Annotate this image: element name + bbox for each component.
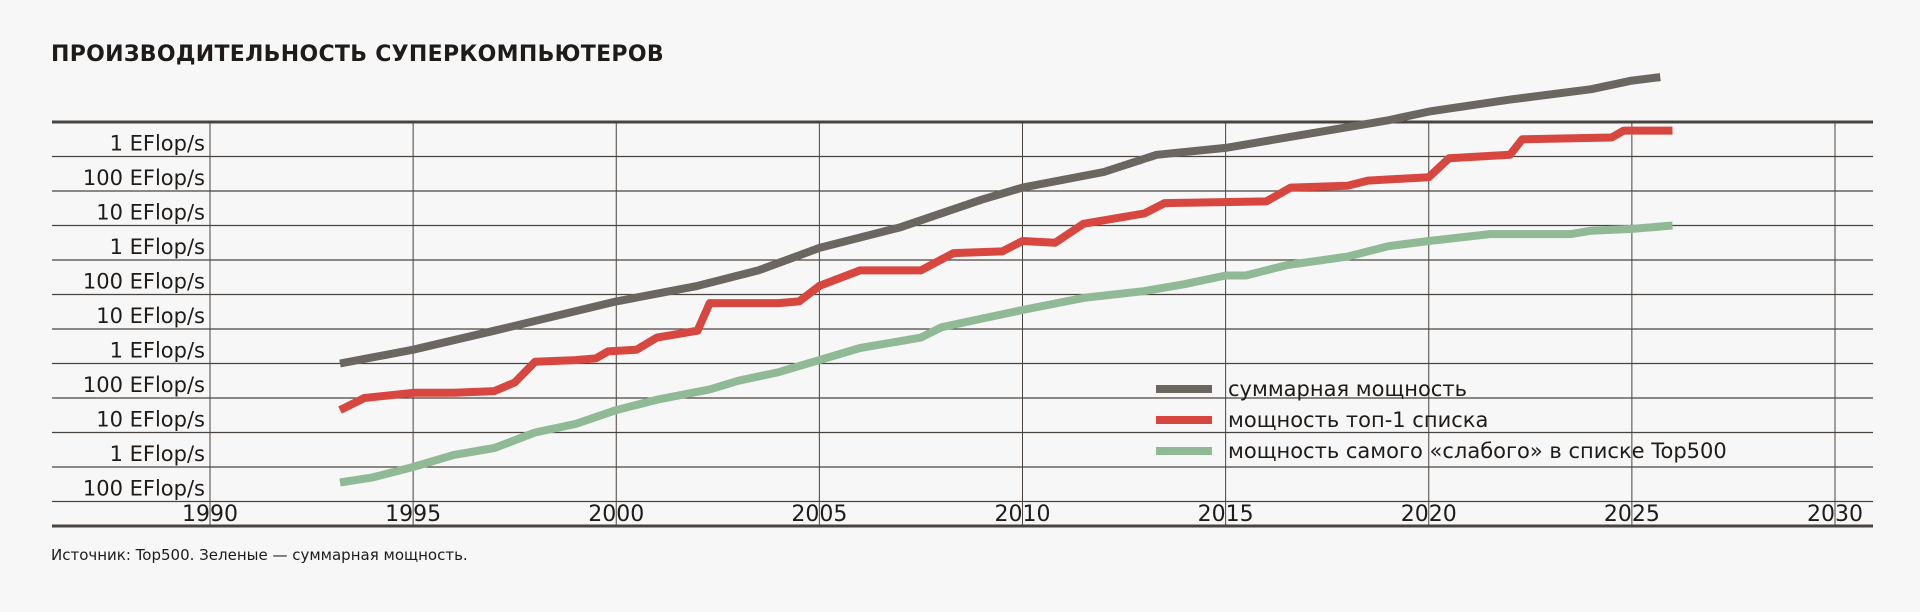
- x-tick-label: 2015: [1198, 502, 1254, 527]
- y-tick-label: 100 EFlop/s: [83, 270, 205, 294]
- y-tick-label: 100 EFlop/s: [83, 166, 205, 190]
- legend-label-last: мощность самого «слабого» в списке Top50…: [1228, 439, 1727, 463]
- y-tick-label: 1 EFlop/s: [110, 235, 205, 259]
- y-tick-label: 1 EFlop/s: [110, 442, 205, 466]
- y-tick-label: 1 EFlop/s: [110, 339, 205, 363]
- y-tick-label: 10 EFlop/s: [96, 201, 205, 225]
- series-line-last: [339, 221, 1673, 487]
- x-tick-label: 2020: [1401, 502, 1457, 527]
- series-line-total: [339, 73, 1661, 368]
- legend-label-total: суммарная мощность: [1228, 377, 1467, 401]
- y-tick-label: 10 EFlop/s: [96, 408, 205, 432]
- legend-label-top1: мощность топ-1 списка: [1228, 408, 1488, 432]
- series-lines: [338, 73, 1673, 487]
- y-tick-labels: 1 EFlop/s 100 EFlop/s 10 EFlop/s 1 EFlop/s 1…: [83, 132, 205, 501]
- x-tick-label: 2030: [1807, 502, 1863, 527]
- y-tick-label: 1 EFlop/s: [110, 132, 205, 156]
- x-tick-label: 2000: [588, 502, 644, 527]
- source-note: Источник: Top500. Зеленые — суммарная мо…: [51, 546, 468, 564]
- y-tick-label: 100 EFlop/s: [83, 373, 205, 397]
- x-tick-label: 1990: [182, 502, 238, 527]
- x-tick-label: 2005: [791, 502, 847, 527]
- y-tick-label: 100 EFlop/s: [83, 477, 205, 501]
- x-tick-label: 2025: [1604, 502, 1660, 527]
- x-tick-labels: 1990 1995 2000 2005 2010 2015 2020 2025 2030: [182, 502, 1863, 527]
- y-tick-label: 10 EFlop/s: [96, 304, 205, 328]
- legend: суммарная мощность мощность топ-1 списка м…: [1156, 377, 1727, 463]
- x-tick-label: 1995: [385, 502, 441, 527]
- x-tick-label: 2010: [995, 502, 1051, 527]
- series-line-top1: [338, 126, 1673, 414]
- chart-title: ПРОИЗВОДИТЕЛЬНОСТЬ СУПЕРКОМПЬЮТЕРОВ: [51, 42, 664, 67]
